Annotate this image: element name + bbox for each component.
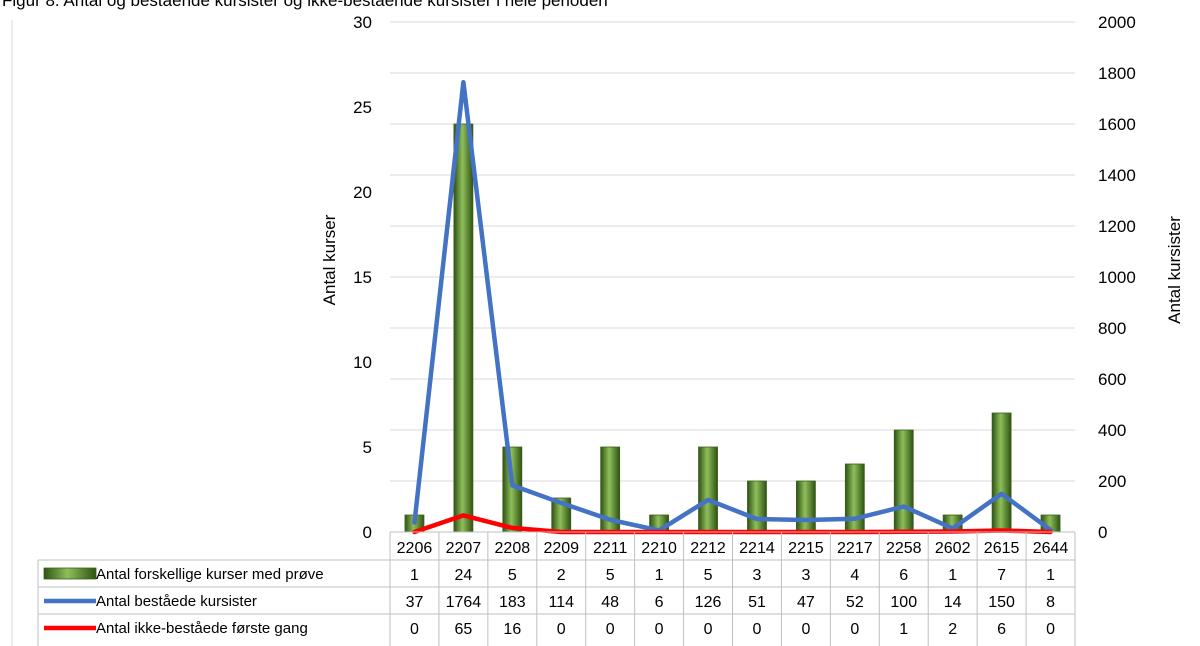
category-label: 2207 (446, 540, 482, 557)
category-label: 2217 (837, 540, 873, 557)
data-label: 0 (704, 621, 713, 638)
data-label: 14 (944, 594, 962, 611)
bar (453, 123, 474, 533)
gridlines (390, 21, 1075, 533)
category-label: 2211 (593, 540, 628, 557)
right-tick-label: 0 (1098, 523, 1107, 542)
data-label: 150 (988, 594, 1015, 611)
category-label: 2215 (788, 540, 824, 557)
left-tick-label: 20 (353, 183, 372, 202)
data-label: 100 (890, 594, 917, 611)
data-label: 2 (557, 567, 566, 584)
left-tick-label: 10 (353, 353, 372, 372)
data-label: 52 (846, 594, 864, 611)
right-tick-label: 600 (1098, 370, 1126, 389)
data-label: 5 (508, 567, 517, 584)
left-tick-label: 25 (353, 98, 372, 117)
data-label: 1 (410, 567, 419, 584)
bar (795, 480, 816, 533)
category-label: 2208 (495, 540, 531, 557)
category-label: 2206 (397, 540, 433, 557)
left-axis-ticks: 0 5 10 15 20 25 30 (353, 13, 372, 542)
data-label: 5 (704, 567, 713, 584)
line-series (412, 79, 1053, 535)
data-label: 1 (948, 567, 957, 584)
series-line-1 (412, 79, 1053, 533)
category-label: 2210 (641, 540, 677, 557)
left-tick-label: 0 (363, 523, 372, 542)
data-label: 6 (655, 594, 664, 611)
bar-series (404, 123, 1061, 533)
data-label: 0 (850, 621, 859, 638)
bar (844, 463, 865, 533)
data-label: 0 (753, 621, 762, 638)
data-label: 183 (499, 594, 526, 611)
category-label: 2615 (984, 540, 1020, 557)
bar (893, 429, 914, 533)
right-tick-label: 1400 (1098, 166, 1136, 185)
data-table: 2206 2207 2208 2209 2211 2210 2212 2214 2215 2217… (37, 531, 1076, 646)
data-label: 0 (1046, 621, 1055, 638)
legend-label: Antal forskellige kurser med prøve (96, 566, 324, 583)
right-tick-label: 1600 (1098, 115, 1136, 134)
right-axis-ticks: 0 200 400 600 800 1000 1200 1400 1600 1800 2000 (1098, 13, 1136, 542)
data-label: 3 (753, 567, 762, 584)
data-label: 114 (548, 594, 574, 611)
data-label: 16 (503, 621, 521, 638)
category-label: 2212 (690, 540, 726, 557)
right-axis-title: Antal kursister (1165, 216, 1184, 324)
data-label: 0 (655, 621, 664, 638)
bar (991, 412, 1012, 533)
data-label: 1 (1046, 567, 1055, 584)
right-tick-label: 2000 (1098, 13, 1136, 32)
data-label: 0 (606, 621, 615, 638)
category-label: 2258 (886, 540, 922, 557)
left-tick-label: 5 (363, 438, 372, 457)
data-label: 37 (406, 594, 424, 611)
data-label: 4 (850, 567, 859, 584)
category-label: 2209 (543, 540, 579, 557)
category-label: 2602 (935, 540, 971, 557)
category-label: 2214 (739, 540, 775, 557)
data-label: 0 (410, 621, 419, 638)
data-label: 6 (899, 567, 908, 584)
left-tick-label: 30 (353, 13, 372, 32)
data-label: 8 (1046, 594, 1055, 611)
data-label: 126 (695, 594, 722, 611)
data-label: 48 (601, 594, 619, 611)
right-tick-label: 1200 (1098, 217, 1136, 236)
data-label: 1 (655, 567, 664, 584)
chart-title: Figur 8. Antal og bestående kursister og… (2, 0, 608, 10)
category-label: 2644 (1033, 540, 1069, 557)
right-tick-label: 1000 (1098, 268, 1136, 287)
right-tick-label: 200 (1098, 472, 1126, 491)
right-tick-label: 1800 (1098, 64, 1136, 83)
legend-label: Antal ikke-beståede første gang (96, 620, 308, 637)
data-label: 24 (454, 567, 472, 584)
data-label: 65 (454, 621, 472, 638)
left-axis-title: Antal kurser (320, 214, 339, 305)
data-label: 1 (899, 621, 908, 638)
right-tick-label: 400 (1098, 421, 1126, 440)
data-label: 3 (801, 567, 810, 584)
data-label: 7 (997, 567, 1006, 584)
data-label: 5 (606, 567, 615, 584)
data-label: 0 (557, 621, 566, 638)
left-tick-label: 15 (353, 268, 372, 287)
data-label: 6 (997, 621, 1006, 638)
bar (747, 480, 767, 533)
legend-key-bar (43, 567, 97, 580)
data-label: 0 (801, 621, 810, 638)
data-label: 2 (948, 621, 957, 638)
right-tick-label: 800 (1098, 319, 1126, 338)
data-label: 47 (797, 594, 815, 611)
data-label: 51 (748, 594, 766, 611)
bar (698, 446, 718, 533)
legend-label: Antal beståede kursister (96, 593, 257, 610)
data-label: 1764 (446, 594, 482, 611)
